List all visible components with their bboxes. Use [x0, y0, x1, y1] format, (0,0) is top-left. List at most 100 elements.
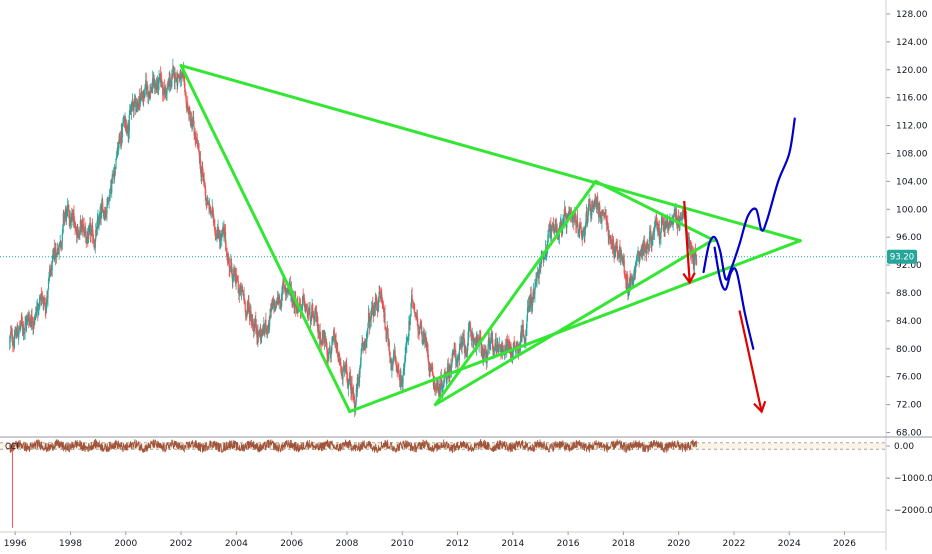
candle-body [637, 251, 640, 255]
price-pane[interactable]: 128.00 124.00 120.00 116.00 112.00 108.00 104.… [0, 10, 928, 439]
candle-body [673, 212, 675, 214]
candle-body [367, 323, 369, 330]
candle-body [36, 308, 38, 311]
candle-body [381, 294, 383, 299]
candle-body [653, 225, 656, 232]
candle-body [375, 299, 378, 303]
candle-body [118, 141, 120, 151]
candle-body [415, 312, 417, 318]
candle-body [209, 205, 211, 208]
candle-body [118, 135, 120, 142]
candle-body [193, 116, 195, 127]
candle-body [396, 365, 398, 368]
candle-body [538, 268, 540, 279]
candle-body [210, 212, 212, 215]
candle-body [190, 118, 193, 127]
candle-body [619, 247, 621, 258]
arrow-red[interactable] [738, 310, 763, 412]
price-tick-label: 112.00 [896, 122, 928, 132]
candle-body [42, 301, 44, 304]
candle-body [368, 313, 370, 321]
candle-body [339, 360, 341, 362]
candle-body [22, 324, 25, 334]
candle-body [362, 343, 364, 346]
candle-body [492, 344, 494, 352]
candle-body [20, 320, 22, 325]
candle-body [244, 301, 246, 310]
candle-body [77, 227, 79, 235]
price-tick-label: 96.00 [896, 233, 922, 243]
candle-body [265, 319, 267, 329]
candle-body [10, 331, 12, 333]
time-tick-label: 2008 [335, 539, 358, 549]
candle-body [273, 301, 275, 309]
candle-body [171, 74, 173, 88]
candle-body [249, 314, 251, 319]
trendline-green[interactable] [433, 239, 714, 407]
candle-body [452, 352, 455, 354]
cci-pane[interactable]: 0.00 −1000.00 −2000.00 [0, 438, 932, 528]
candle-body [56, 254, 58, 257]
candle-body [501, 343, 504, 353]
candle-body [279, 301, 281, 303]
candle-body [11, 334, 13, 343]
candle-body [185, 95, 187, 104]
candle-body [116, 155, 118, 156]
candle-body [529, 301, 531, 312]
candle-body [430, 367, 432, 371]
candle-body [567, 213, 570, 216]
time-tick-label: 2000 [114, 539, 137, 549]
candle-body [61, 242, 63, 249]
candle-body [484, 352, 486, 355]
cci-tick-label: −1000.00 [894, 474, 932, 484]
candle-body [204, 185, 206, 195]
candle-body [646, 245, 648, 254]
candle-body [595, 198, 598, 206]
projection-path-blue[interactable] [713, 246, 755, 350]
candle-body [682, 209, 684, 217]
candle-body [191, 120, 194, 125]
candle-body [489, 343, 491, 345]
candle-body [68, 205, 70, 211]
trendline-green[interactable] [594, 179, 717, 243]
candle-body [228, 258, 230, 259]
candle-body [599, 205, 601, 216]
candle-body [121, 125, 123, 138]
candle-body [689, 242, 691, 248]
candle-body [361, 350, 363, 355]
trendline-green[interactable] [348, 239, 802, 414]
projection-path-blue[interactable] [702, 117, 796, 281]
candle-body [373, 310, 375, 317]
drawings-layer[interactable] [179, 64, 802, 414]
candle-body [205, 194, 207, 201]
candle-body [516, 343, 518, 347]
candle-body [202, 173, 204, 177]
candle-body [187, 104, 189, 108]
candle-body [417, 325, 419, 331]
candle-body [98, 220, 100, 228]
candle-body [695, 255, 697, 262]
candle-body [164, 90, 166, 94]
candle-body [161, 81, 163, 89]
candle-body [313, 318, 315, 320]
candle-body [365, 341, 367, 347]
trendline-green[interactable] [179, 64, 352, 414]
trendline-green[interactable] [179, 64, 802, 243]
trendline-green[interactable] [433, 179, 598, 407]
candle-body [246, 302, 248, 315]
candle-body [422, 338, 424, 343]
cci-tick-label: 0.00 [894, 442, 914, 452]
candle-body [648, 240, 650, 251]
candle-body [482, 357, 484, 358]
candle-body [392, 354, 395, 360]
candle-body [359, 361, 362, 366]
candle-body [658, 223, 660, 229]
candle-body [543, 259, 545, 261]
arrow-red[interactable] [683, 200, 691, 283]
candle-body [673, 213, 675, 221]
price-tick-label: 120.00 [896, 66, 928, 76]
candle-body [512, 348, 514, 358]
candle-body [111, 174, 113, 184]
